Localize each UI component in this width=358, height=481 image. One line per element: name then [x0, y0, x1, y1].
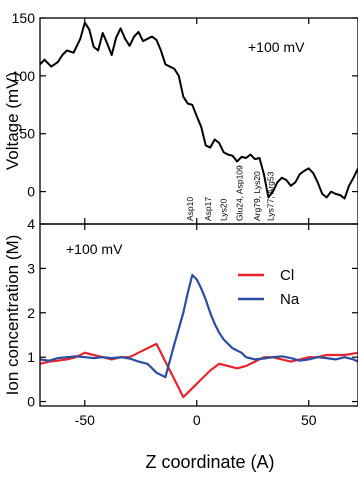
- x-tick-label: -50: [75, 412, 95, 428]
- residue-label: Arg79, Lys20: [252, 171, 262, 221]
- ion-plot-frame: [39, 223, 358, 407]
- voltage-y-axis-label: Voltage (mV): [3, 72, 22, 170]
- legend-label-na: Na: [280, 291, 300, 308]
- legend-label-cl: Cl: [280, 267, 294, 284]
- cl-series-line: [40, 342, 358, 399]
- voltage-annotation: +100 mV: [248, 39, 305, 55]
- voltage-series-line: [40, 21, 358, 200]
- ion-x-ticks: -50 0 50: [75, 224, 317, 428]
- residue-label: Lys20: [219, 198, 229, 221]
- y-tick-label: 0: [27, 394, 35, 410]
- x-axis-label: Z coordinate (A): [145, 452, 274, 472]
- y-tick-label: 0: [27, 184, 35, 200]
- ion-annotation: +100 mV: [66, 241, 123, 257]
- x-tick-label: 50: [301, 412, 317, 428]
- residue-labels: Asp10 Asp17 Lys20 Glu24, Asp109 Arg79, Lys20…: [185, 165, 276, 221]
- residue-label: Asp10: [185, 197, 195, 221]
- y-tick-label: 1: [27, 349, 35, 365]
- voltage-x-ticks: [84, 18, 310, 224]
- voltage-y-ticks: 0 50 100 150: [12, 10, 358, 200]
- residue-label: Glu24, Asp109: [234, 165, 244, 221]
- y-tick-label: 100: [12, 68, 36, 84]
- ion-y-ticks: 0 1 2 3 4: [27, 216, 358, 410]
- ion-y-axis-label: Ion concentration (M): [3, 235, 22, 396]
- y-tick-label: 2: [27, 305, 35, 321]
- na-series-line: [40, 273, 358, 379]
- legend: Cl Na: [238, 267, 300, 308]
- y-tick-label: 3: [27, 260, 35, 276]
- ion-concentration-panel: 0 1 2 3 4 -50 0 50 +100 mV Cl Na Ion concentrat…: [3, 216, 358, 472]
- residue-label: Asp17: [203, 197, 213, 221]
- voltage-panel: 0 50 100 150 Asp10 Asp17 Lys20 Glu24, Asp109 Ar…: [3, 10, 358, 225]
- y-tick-label: 50: [19, 126, 35, 142]
- y-tick-label: 4: [27, 216, 35, 232]
- residue-label: Lys77, Arg53: [266, 171, 276, 221]
- x-tick-label: 0: [193, 412, 201, 428]
- y-tick-label: 150: [12, 10, 36, 26]
